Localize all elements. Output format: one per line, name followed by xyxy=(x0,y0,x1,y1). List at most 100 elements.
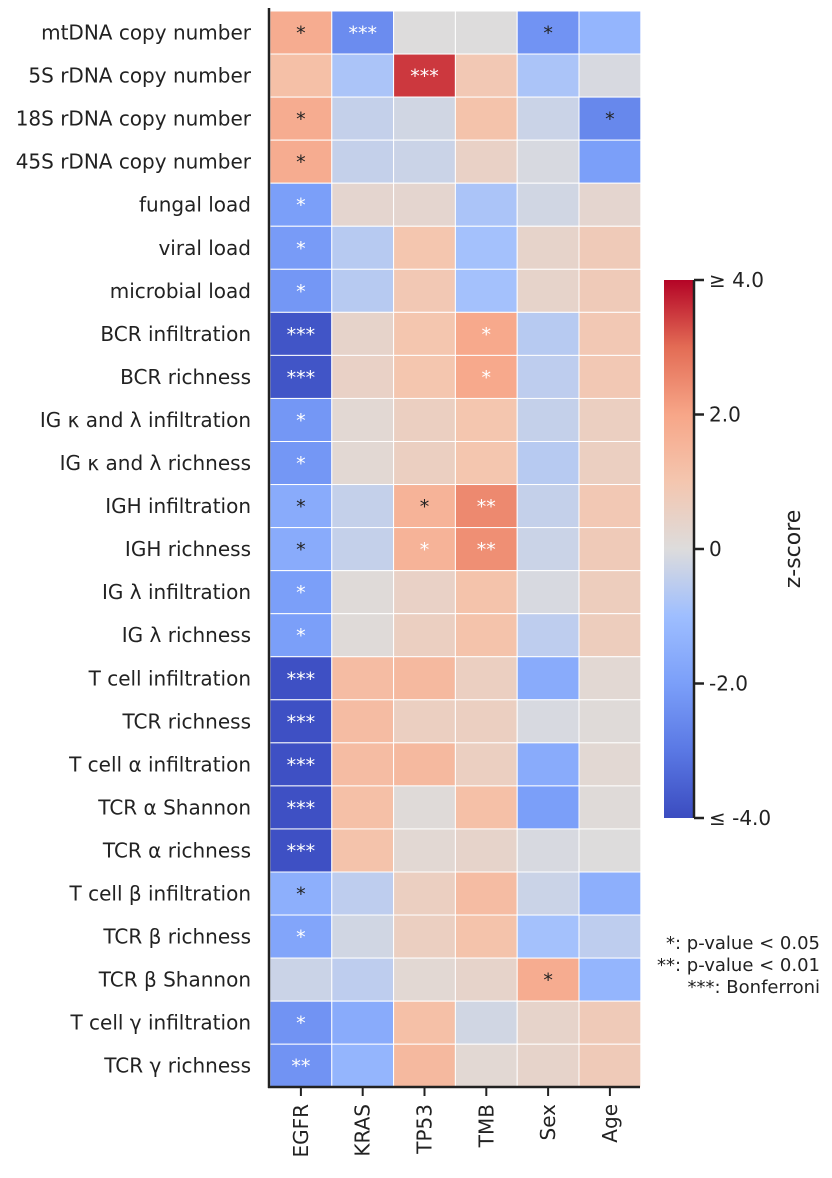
heatmap-cell xyxy=(516,311,580,356)
row-label: 45S rDNA copy number xyxy=(16,150,252,174)
heatmap-cell xyxy=(393,484,456,529)
row-label: IG λ infiltration xyxy=(102,580,251,604)
row-label: BCR infiltration xyxy=(100,322,251,346)
heatmap-cell xyxy=(578,1000,642,1045)
row-label: T cell infiltration xyxy=(88,666,251,690)
heatmap-cell xyxy=(454,957,518,1002)
heatmap-cell xyxy=(331,871,395,916)
significance-mark: *** xyxy=(410,66,439,88)
significance-mark: * xyxy=(296,539,306,561)
heatmap-cell xyxy=(578,656,642,701)
heatmap-cell xyxy=(578,613,642,658)
heatmap-cells xyxy=(269,10,642,1088)
significance-mark: *** xyxy=(287,797,316,819)
heatmap-cell xyxy=(393,1000,456,1045)
significance-mark: *** xyxy=(287,754,316,776)
column-label: Sex xyxy=(536,1104,560,1141)
heatmap-cell xyxy=(269,742,333,787)
legend-line-double-star: **: p-value < 0.01 xyxy=(657,955,820,976)
row-label: TCR richness xyxy=(121,709,251,733)
legend-line-single-star: *: p-value < 0.05 xyxy=(666,933,820,954)
heatmap-cell xyxy=(454,570,518,615)
significance-mark: *** xyxy=(287,668,316,690)
row-label: TCR α richness xyxy=(102,838,251,862)
row-label: BCR richness xyxy=(120,365,251,389)
heatmap-cell xyxy=(454,53,518,98)
heatmap-cell xyxy=(578,397,642,443)
heatmap-cell xyxy=(578,527,642,572)
heatmap-cell xyxy=(331,96,395,141)
heatmap-cell xyxy=(454,354,518,399)
heatmap-cell xyxy=(516,10,580,55)
significance-mark: * xyxy=(420,539,430,561)
heatmap-cell xyxy=(393,742,456,787)
heatmap-cell xyxy=(516,699,580,744)
heatmap-cell xyxy=(454,139,518,184)
colorbar xyxy=(664,280,694,818)
significance-mark: ** xyxy=(291,1056,310,1078)
heatmap-cell xyxy=(454,397,518,443)
heatmap-cell xyxy=(393,699,456,744)
heatmap-cell xyxy=(454,96,518,141)
heatmap-cell xyxy=(269,268,333,313)
heatmap-cell xyxy=(269,570,333,615)
heatmap-cell xyxy=(331,484,395,529)
heatmap-cell xyxy=(578,354,642,399)
heatmap-cell xyxy=(454,1000,518,1045)
heatmap-cell xyxy=(578,96,642,141)
heatmap-cell xyxy=(331,570,395,615)
heatmap-cell xyxy=(331,699,395,744)
heatmap-cell xyxy=(393,441,456,486)
heatmap-cell xyxy=(331,311,395,356)
heatmap-cell xyxy=(269,828,333,873)
heatmap-cell xyxy=(393,828,456,873)
row-label: IGH infiltration xyxy=(105,494,251,518)
heatmap-cell xyxy=(331,441,395,486)
colorbar-tick-label: ≥ 4.0 xyxy=(709,268,764,292)
significance-mark: * xyxy=(296,496,306,518)
significance-mark: *** xyxy=(287,711,316,733)
heatmap-cell xyxy=(331,1000,395,1045)
heatmap-cell xyxy=(454,742,518,787)
significance-mark: * xyxy=(296,1013,306,1035)
significance-mark: * xyxy=(296,884,306,906)
heatmap-cell xyxy=(578,828,642,873)
colorbar-tick-label: ≤ -4.0 xyxy=(709,806,771,830)
heatmap-cell xyxy=(269,10,333,55)
heatmap-cell xyxy=(331,10,395,55)
heatmap-cell xyxy=(269,527,333,572)
column-labels: EGFR KRAS TP53 TMB Sex Age xyxy=(289,1088,622,1158)
heatmap-cell xyxy=(331,828,395,873)
significance-mark: ** xyxy=(477,496,496,518)
heatmap-cell xyxy=(393,96,456,141)
heatmap-cell xyxy=(331,354,395,399)
heatmap-cell xyxy=(331,53,395,98)
heatmap-cell xyxy=(393,527,456,572)
row-label: IG λ richness xyxy=(122,623,251,647)
heatmap-cell xyxy=(454,10,518,55)
heatmap-cell xyxy=(331,139,395,184)
heatmap-cell xyxy=(331,268,395,313)
heatmap-cell xyxy=(454,1043,518,1088)
significance-mark: *** xyxy=(348,23,377,45)
column-label: TMB xyxy=(474,1104,498,1148)
heatmap-cell xyxy=(516,225,580,270)
heatmap-cell xyxy=(393,397,456,443)
heatmap-cell xyxy=(454,656,518,701)
heatmap-cell xyxy=(516,527,580,572)
heatmap-cell xyxy=(454,914,518,959)
heatmap-cell xyxy=(516,871,580,916)
heatmap-cell xyxy=(393,914,456,959)
heatmap-cell xyxy=(454,527,518,572)
significance-mark: * xyxy=(296,238,306,260)
heatmap-cell xyxy=(516,742,580,787)
heatmap-cell xyxy=(516,96,580,141)
heatmap-cell xyxy=(269,914,333,959)
heatmap-cell xyxy=(393,570,456,615)
heatmap-cell xyxy=(393,225,456,270)
heatmap-cell xyxy=(578,311,642,356)
heatmap-cell xyxy=(331,914,395,959)
colorbar-ticks: ≥ 4.0 2.0 0 -2.0 ≤ -4.0 xyxy=(694,268,771,830)
row-label: IG κ and λ richness xyxy=(60,451,251,475)
heatmap-cell xyxy=(393,1043,456,1088)
